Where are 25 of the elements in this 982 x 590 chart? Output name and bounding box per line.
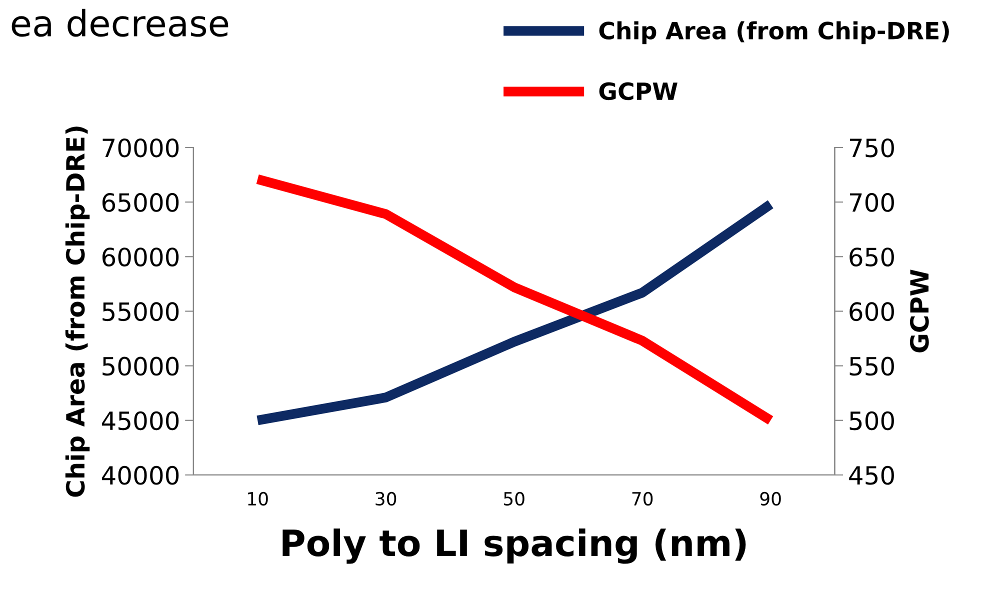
legend-label: GCPW	[599, 82, 678, 100]
y2-tick-label: 700	[850, 193, 894, 212]
y2-tick-label: 600	[850, 302, 894, 322]
y2-tick-label: 450	[849, 466, 894, 485]
y2-tick-label: 550	[850, 356, 894, 376]
y2-axis-title: GCPW	[910, 270, 929, 352]
x-tick-label: 50	[504, 492, 524, 506]
y-tick-label: 45000	[102, 411, 179, 430]
y2-tick-label: 500	[850, 411, 894, 430]
y-tick-label: 50000	[102, 356, 179, 376]
y-tick-label: 60000	[102, 248, 179, 267]
x-tick-label: 10	[248, 492, 268, 506]
y2-tick-label: 650	[850, 248, 894, 267]
x-axis-title: Poly to LI spacing (nm)	[282, 528, 746, 564]
y-tick-label: 55000	[102, 302, 179, 322]
y-tick-label: 40000	[102, 466, 179, 485]
y2-tick-label: 750	[850, 138, 894, 158]
y-axis-title: Chip Area (from Chip-DRE)	[65, 126, 90, 497]
x-tick-label: 90	[760, 492, 781, 506]
y-tick-label: 65000	[102, 193, 179, 212]
y-tick-label: 70000	[102, 138, 179, 158]
x-tick-label: 70	[632, 492, 653, 506]
x-tick-label: 30	[376, 492, 396, 506]
text: ea decrease	[12, 8, 228, 37]
legend-label: Chip Area (from Chip-DRE)	[599, 21, 949, 44]
